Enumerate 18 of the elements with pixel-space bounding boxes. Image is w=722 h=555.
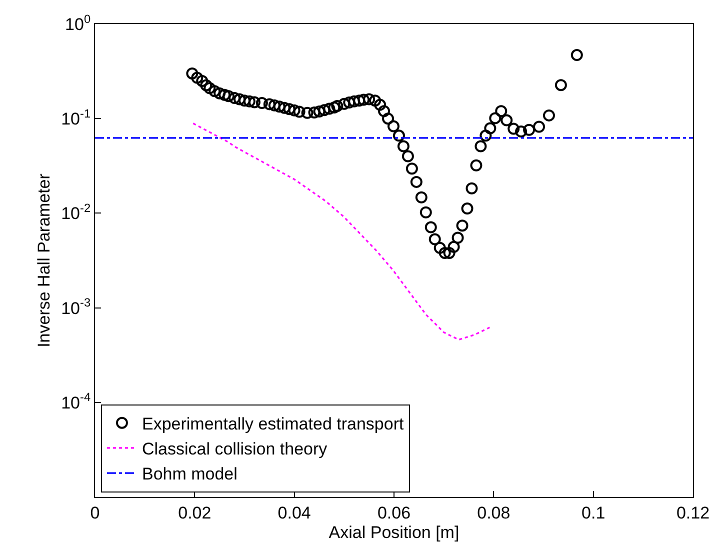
x-tick-label: 0.02	[178, 503, 212, 522]
line-series	[192, 122, 490, 340]
x-tick-label: 0	[90, 503, 100, 522]
x-tick-label: 0.04	[278, 503, 311, 522]
x-tick-label: 0.06	[377, 503, 411, 522]
y-tick-label: 10$^{-4}$	[61, 390, 91, 412]
y-tick-label: 10$^{0}$	[65, 12, 91, 34]
y-tick-label: 10$^{-2}$	[61, 201, 91, 224]
y-tick-label: 10$^{-1}$	[61, 106, 91, 129]
x-axis-title: Axial Position [m]	[328, 522, 460, 542]
legend-label: Experimentally estimated transport	[142, 414, 404, 434]
x-tick-label: 0.08	[477, 503, 510, 522]
legend-label: Classical collision theory	[142, 440, 328, 459]
x-tick-label: 0.12	[676, 503, 710, 522]
y-axis-title: Inverse Hall Parameter	[34, 173, 54, 348]
legend-label: Bohm model	[142, 464, 238, 484]
x-tick-label: 0.1	[582, 503, 606, 522]
y-tick-label: 10$^{-3}$	[61, 296, 91, 318]
